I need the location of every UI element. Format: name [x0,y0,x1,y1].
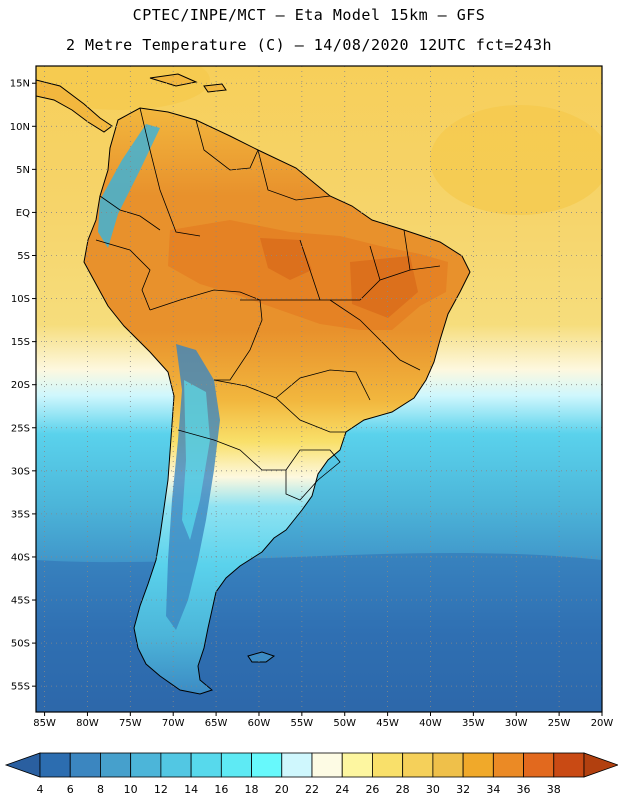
lon-tick-label: 70W [162,718,185,729]
lat-tick-label: 15S [11,337,30,348]
colorbar-bin [69,752,101,778]
colorbar-low-arrow [4,752,41,778]
lat-tick-label: 50S [11,639,30,650]
map-title: CPTEC/INPE/MCT – Eta Model 15km – GFS [132,6,486,24]
lat-tick-label: 25S [11,423,30,434]
colorbar-label: 34 [486,783,500,796]
colorbar-label: 26 [365,783,379,796]
colorbar-bin [402,752,434,778]
colorbar-bin [100,752,132,778]
colorbar-label: 12 [154,783,168,796]
colorbar-label: 20 [275,783,289,796]
latitude-axis: 15N 10N 5N EQ 5S 10S 15S 20S 25S 30S 35S 40S 45S 50S 5… [10,79,36,693]
colorbar-bin [130,752,162,778]
colorbar-label: 6 [67,783,74,796]
colorbar-bin [220,752,252,778]
lat-tick-label: 30S [11,466,30,477]
lat-tick-label: 10S [11,294,30,305]
lat-tick-label: 55S [11,682,30,693]
lon-tick-label: 35W [462,718,485,729]
colorbar-bin [190,752,222,778]
colorbar-high-arrow [583,752,618,778]
lon-tick-label: 40W [419,718,442,729]
lat-tick-label: 45S [11,596,30,607]
lon-tick-label: 75W [119,718,142,729]
colorbar-label: 28 [396,783,410,796]
colorbar-bin [311,752,343,778]
colorbar-bin [492,752,524,778]
colorbar-label: 14 [184,783,198,796]
colorbar-bin [462,752,494,778]
lat-tick-label: 10N [10,122,30,133]
lat-tick-label: 40S [11,552,30,563]
map-frame [35,65,603,713]
lat-tick-label: 35S [11,509,30,520]
lon-tick-label: 30W [505,718,528,729]
colorbar-bin [160,752,192,778]
lat-tick-label: EQ [16,208,30,219]
lon-tick-label: 85W [33,718,56,729]
colorbar-bin [432,752,464,778]
colorbar-label: 38 [547,783,561,796]
colorbar-label: 4 [37,783,44,796]
colorbar-bin [39,752,71,778]
lat-tick-label: 20S [11,380,30,391]
colorbar-label: 16 [214,783,228,796]
lat-tick-label: 5S [17,251,30,262]
lat-tick-label: 15N [10,79,30,90]
longitude-axis: 85W 80W 75W 70W 65W 60W 55W 50W 45W 40W 35W 30W 25W 2… [33,712,613,729]
colorbar-label: 32 [456,783,470,796]
colorbar-bin [281,752,313,778]
colorbar-label: 24 [335,783,349,796]
lon-tick-label: 60W [248,718,271,729]
lon-tick-label: 80W [76,718,99,729]
map-subtitle: 2 Metre Temperature (C) – 14/08/2020 12U… [65,36,553,54]
lon-tick-label: 20W [591,718,614,729]
lon-tick-label: 50W [333,718,356,729]
colorbar-bin [372,752,404,778]
lat-tick-label: 5N [16,165,30,176]
lon-tick-label: 45W [376,718,399,729]
lon-tick-label: 65W [205,718,228,729]
map-area [36,66,602,712]
lon-tick-label: 55W [291,718,314,729]
colorbar-bin [251,752,283,778]
colorbar-label: 10 [124,783,138,796]
colorbar-label: 18 [245,783,259,796]
temperature-colorbar: 4 6 8 10 12 14 16 18 20 22 24 26 28 30 32 34 36 38 [4,752,618,796]
lon-tick-label: 25W [548,718,571,729]
colorbar-label: 30 [426,783,440,796]
colorbar-bin [341,752,373,778]
colorbar-label: 22 [305,783,319,796]
colorbar-label: 36 [517,783,531,796]
colorbar-bin [553,752,585,778]
colorbar-label: 8 [97,783,104,796]
colorbar-bin [523,752,555,778]
